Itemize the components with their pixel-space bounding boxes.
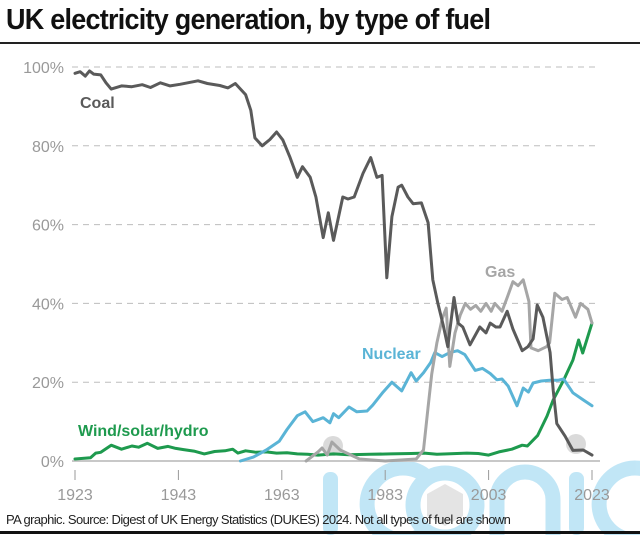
- label-coal: Coal: [80, 95, 115, 112]
- watermark-letter-o: [405, 465, 485, 535]
- y-tick-label: 0%: [41, 454, 64, 471]
- label-nuclear: Nuclear: [362, 346, 421, 363]
- series-line-coal: [73, 69, 594, 457]
- y-tick-label: 80%: [32, 139, 64, 156]
- footer-rule: [0, 531, 640, 534]
- gridlines: [72, 66, 600, 462]
- x-tick-label: 2023: [574, 487, 610, 504]
- y-tick-label: 20%: [32, 375, 64, 392]
- y-tick-label: 100%: [23, 60, 64, 77]
- series-labels: Coal Gas Nuclear Wind/solar/hydro: [78, 95, 515, 440]
- watermark-letter-c-2: [591, 460, 640, 535]
- series-line-nuclear: [238, 349, 594, 463]
- series-lines: [73, 69, 594, 463]
- x-tick-label: 1983: [367, 487, 403, 504]
- x-tick-label: 1943: [161, 487, 197, 504]
- watermark-letter-n: [489, 464, 561, 535]
- label-gas: Gas: [485, 264, 515, 281]
- watermark-letter-i-2: [569, 472, 584, 535]
- x-tick-label: 1963: [264, 487, 300, 504]
- label-wind-solar-hydro: Wind/solar/hydro: [78, 423, 209, 440]
- x-tick-label: 1923: [57, 487, 93, 504]
- y-axis-ticks: 0% 20% 40% 60% 80% 100%: [23, 60, 64, 471]
- x-tick-label: 2003: [471, 487, 507, 504]
- source-footer: PA graphic. Source: Digest of UK Energy …: [6, 512, 511, 527]
- x-axis-ticks: 1923 1943 1963 1983 2003 2023: [57, 470, 610, 504]
- series-line-gas: [304, 278, 594, 463]
- title-rule: [0, 42, 640, 44]
- y-tick-label: 60%: [32, 218, 64, 235]
- watermark-letter-c: [359, 460, 434, 535]
- watermark-letter-i: [323, 472, 338, 535]
- chart-title: UK electricity generation, by type of fu…: [6, 4, 491, 36]
- y-tick-label: 40%: [32, 296, 64, 313]
- hexagon-icon: [427, 484, 463, 526]
- series-line-wind-solar-hydro: [73, 321, 594, 461]
